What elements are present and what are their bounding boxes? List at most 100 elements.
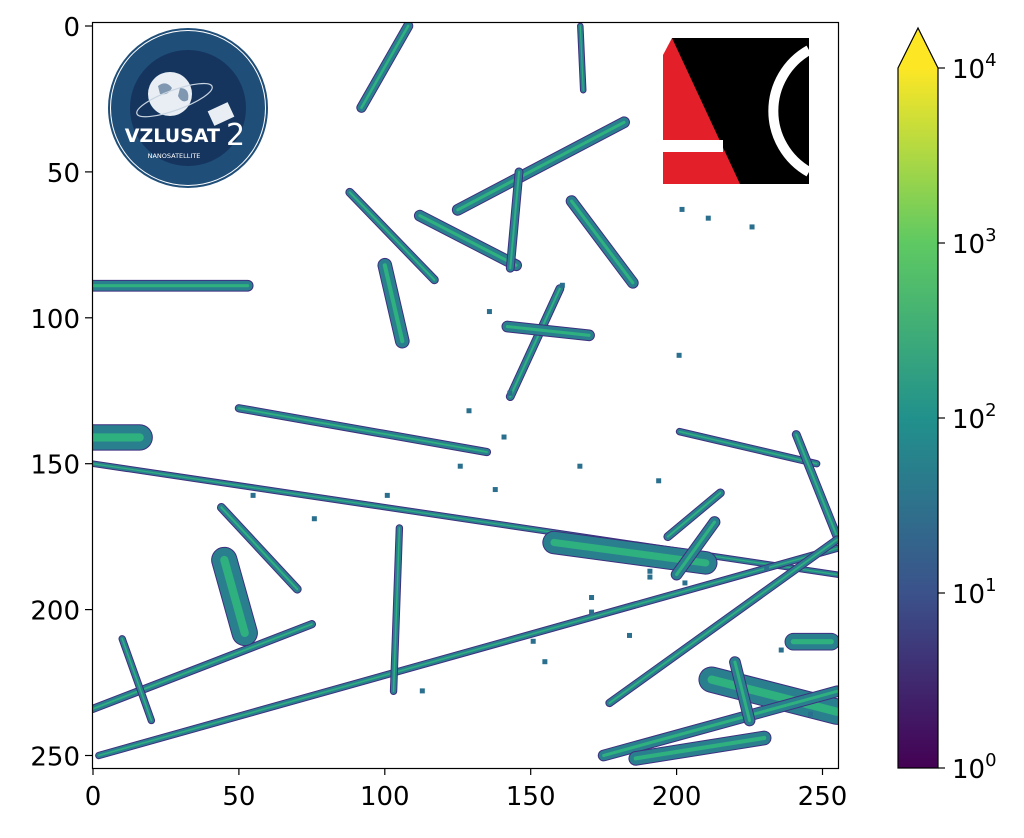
y-tick-label: 200 (30, 597, 80, 627)
x-tick-label: 200 (652, 782, 702, 812)
track-5 (501, 320, 595, 342)
track-core (675, 520, 717, 577)
speckle (486, 309, 492, 315)
track-19 (565, 195, 639, 289)
plot-frame (91, 21, 840, 770)
speckle (764, 565, 770, 571)
speckle (507, 390, 513, 396)
track-core (633, 735, 767, 761)
track-3 (234, 404, 492, 457)
x-tick-label: 50 (222, 782, 255, 812)
y-tick-label: 50 (47, 159, 80, 189)
track-core (579, 25, 584, 91)
vzlusat-logo: VZLUSAT 2 NANOSATELLITE (108, 28, 268, 188)
track-core (733, 660, 752, 723)
speckle (501, 434, 507, 440)
vzlusat-logo-number: 2 (226, 118, 245, 153)
track-17 (577, 23, 587, 94)
track-core (505, 325, 591, 337)
track-8 (505, 167, 524, 273)
speckle (647, 568, 653, 574)
y-tick-label: 250 (30, 743, 80, 773)
track-20 (675, 427, 821, 468)
track-core (509, 170, 521, 270)
track-13 (211, 546, 258, 647)
speckle (656, 478, 662, 484)
speckle (589, 595, 595, 601)
particle-tracks (93, 23, 838, 766)
y-tick-label: 150 (30, 451, 80, 481)
speckle (589, 609, 595, 615)
track-core (98, 547, 838, 757)
track-core (220, 555, 249, 638)
track-24 (597, 685, 838, 762)
speckle (384, 492, 390, 498)
colorbar-tick-label: 103 (952, 225, 997, 260)
speckle (647, 574, 653, 580)
track-core (666, 491, 722, 538)
speckle (626, 632, 632, 638)
colorbar-tick-label: 104 (952, 50, 997, 85)
track-6 (413, 209, 522, 272)
track-core (392, 527, 401, 693)
speckle (679, 206, 685, 212)
track-22 (698, 666, 838, 725)
speckle (676, 352, 682, 358)
x-tick-label: 150 (506, 782, 556, 812)
track-18 (356, 23, 414, 113)
track-4 (505, 284, 565, 402)
track-14 (216, 503, 302, 594)
track-core (93, 463, 838, 576)
track-core (707, 675, 838, 716)
x-tick-label: 0 (85, 782, 102, 812)
track-core (220, 506, 299, 591)
track-15 (389, 524, 404, 695)
vzlusat-logo-title: VZLUSAT (125, 125, 220, 147)
speckle (419, 688, 425, 694)
track-core (360, 24, 410, 109)
track-core (456, 120, 626, 212)
colorbar (897, 26, 939, 769)
speckle (457, 463, 463, 469)
track-26 (605, 535, 838, 708)
track-core (382, 263, 405, 344)
track-core (608, 538, 838, 704)
speckle (466, 408, 472, 414)
y-axis: 0 50 100 150 200 250 (30, 13, 92, 773)
track-28 (670, 516, 721, 581)
speckle (250, 492, 256, 498)
x-axis: 0 50 100 150 200 250 (85, 768, 848, 812)
x-tick-label: 250 (798, 782, 848, 812)
speckle (749, 224, 755, 230)
track-core (418, 214, 518, 267)
track-core (678, 430, 818, 465)
track-25 (118, 635, 156, 725)
track-core (795, 433, 838, 538)
track-2 (93, 620, 316, 713)
track-core (237, 407, 488, 453)
colorbar-tick-label: 102 (952, 400, 997, 435)
track-7 (451, 116, 630, 216)
x-tick-label: 100 (360, 782, 410, 812)
track-21 (791, 430, 838, 542)
speckle (807, 711, 813, 717)
y-tick-label: 100 (30, 305, 80, 335)
track-core (509, 287, 561, 398)
track-core (602, 689, 838, 758)
speckle (682, 580, 688, 586)
speckle (705, 215, 711, 221)
track-core (348, 191, 436, 281)
track-10 (377, 257, 410, 349)
colorbar-tick-label: 101 (952, 575, 997, 610)
speckle (778, 647, 784, 653)
speckle-pixels (250, 206, 813, 717)
speckle (530, 638, 536, 644)
track-core (121, 638, 153, 722)
ac-logo (663, 38, 812, 184)
speckle (542, 659, 548, 665)
colorbar-ticks: 100 101 102 103 104 (938, 50, 997, 785)
track-core (570, 199, 635, 285)
speckle (559, 282, 565, 288)
speckle (311, 516, 317, 522)
